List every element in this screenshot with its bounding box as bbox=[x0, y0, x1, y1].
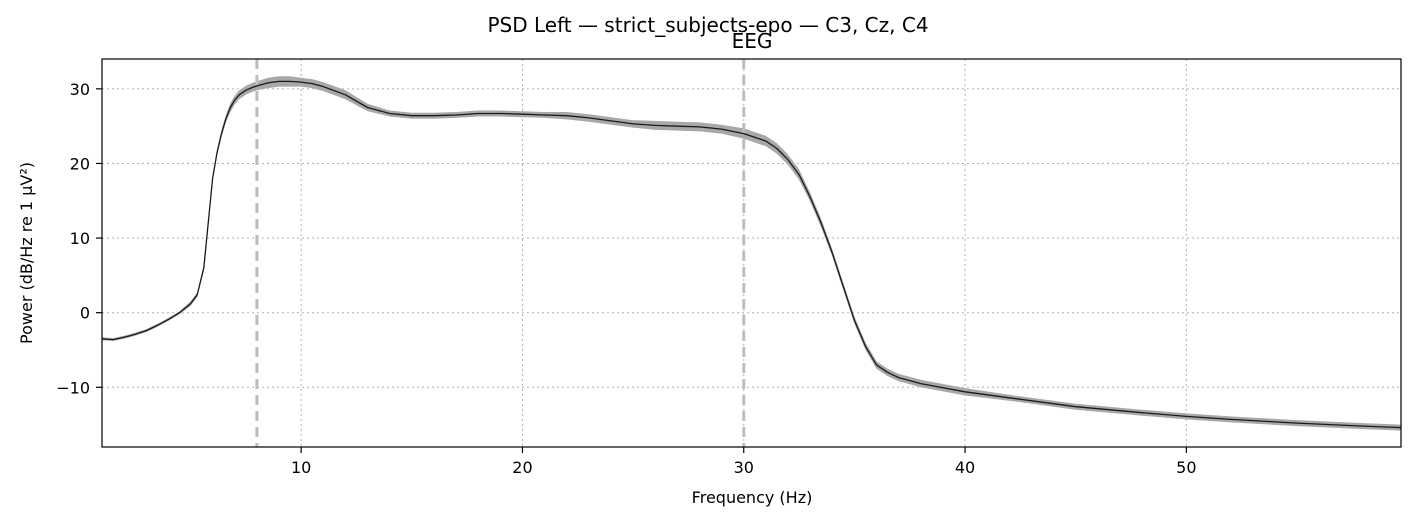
y-tick-label: 10 bbox=[70, 229, 90, 248]
x-axis-label: Frequency (Hz) bbox=[692, 488, 813, 507]
y-tick-label: 30 bbox=[70, 80, 90, 99]
x-tick-label: 20 bbox=[512, 458, 532, 477]
y-tick-label: 20 bbox=[70, 154, 90, 173]
confidence-band bbox=[102, 76, 1401, 431]
y-tick-label: −10 bbox=[56, 378, 90, 397]
x-axis-ticks: 10 20 30 40 50 bbox=[291, 447, 1197, 477]
y-axis-ticks: −10 0 10 20 30 bbox=[56, 80, 102, 397]
x-tick-label: 40 bbox=[955, 458, 975, 477]
grid-lines bbox=[102, 59, 1401, 447]
axes-title: EEG bbox=[732, 29, 773, 53]
band-markers bbox=[255, 59, 746, 447]
x-tick-label: 30 bbox=[734, 458, 754, 477]
x-tick-label: 50 bbox=[1176, 458, 1196, 477]
figure-title: PSD Left — strict_subjects-epo — C3, Cz,… bbox=[487, 13, 928, 37]
y-axis-label: Power (dB/Hz re 1 µV²) bbox=[17, 162, 36, 344]
plot-frame bbox=[101, 58, 1402, 448]
psd-confidence-band bbox=[102, 76, 1401, 431]
psd-series bbox=[101, 80, 1402, 429]
x-tick-label: 10 bbox=[291, 458, 311, 477]
y-tick-label: 0 bbox=[80, 304, 90, 323]
psd-mean-line bbox=[101, 80, 1402, 429]
